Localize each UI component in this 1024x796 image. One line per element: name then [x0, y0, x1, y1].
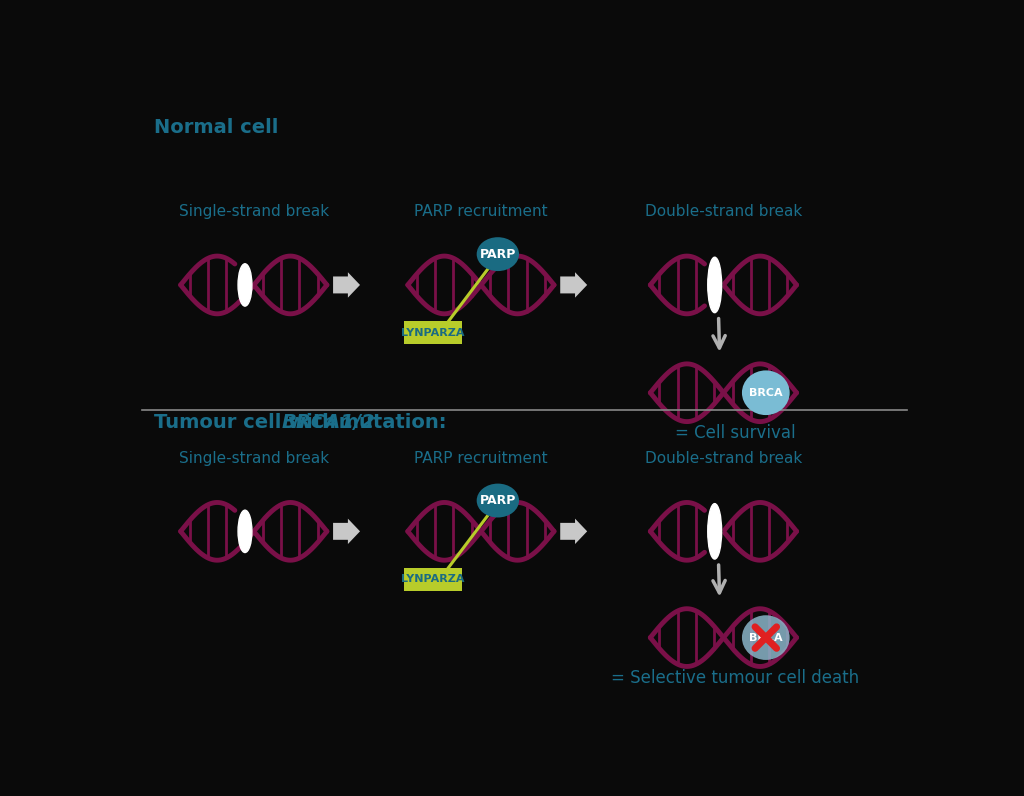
Ellipse shape	[708, 504, 722, 559]
Ellipse shape	[742, 615, 790, 660]
Ellipse shape	[238, 510, 252, 552]
Text: PARP recruitment: PARP recruitment	[414, 205, 548, 219]
Text: PARP recruitment: PARP recruitment	[414, 451, 548, 466]
Text: LYNPARZA: LYNPARZA	[401, 574, 465, 584]
Ellipse shape	[477, 237, 519, 271]
Text: Tumour cell with: Tumour cell with	[154, 412, 342, 431]
Text: mutation:: mutation:	[332, 412, 446, 431]
Text: Single-strand break: Single-strand break	[179, 205, 329, 219]
FancyBboxPatch shape	[403, 568, 463, 591]
Text: PARP: PARP	[479, 248, 516, 260]
Text: = Cell survival: = Cell survival	[675, 423, 796, 442]
Ellipse shape	[477, 484, 519, 517]
FancyBboxPatch shape	[403, 321, 463, 344]
Text: = Selective tumour cell death: = Selective tumour cell death	[611, 669, 859, 687]
Ellipse shape	[742, 370, 790, 415]
FancyArrow shape	[560, 519, 587, 544]
FancyArrow shape	[333, 519, 360, 544]
Ellipse shape	[238, 263, 252, 306]
Text: Double-strand break: Double-strand break	[645, 451, 802, 466]
Text: BRCA1/2: BRCA1/2	[282, 412, 376, 431]
Text: BRCA: BRCA	[749, 388, 782, 398]
Text: Double-strand break: Double-strand break	[645, 205, 802, 219]
Text: BRCA: BRCA	[749, 633, 782, 642]
Text: Single-strand break: Single-strand break	[179, 451, 329, 466]
Text: LYNPARZA: LYNPARZA	[401, 328, 465, 338]
Ellipse shape	[708, 257, 722, 313]
FancyArrow shape	[560, 272, 587, 298]
Text: PARP: PARP	[479, 494, 516, 507]
Text: Normal cell: Normal cell	[154, 118, 279, 137]
FancyArrow shape	[333, 272, 360, 298]
